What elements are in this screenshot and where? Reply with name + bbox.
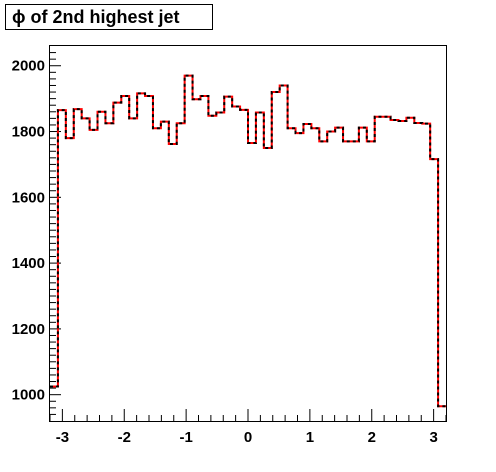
y-tick-label: 2000 xyxy=(12,58,45,75)
x-tick-label: -3 xyxy=(56,429,69,446)
x-tick-label: 3 xyxy=(429,429,437,446)
x-tick-label: 0 xyxy=(244,429,252,446)
y-tick-label: 1800 xyxy=(12,124,45,141)
x-tick-label: 2 xyxy=(368,429,376,446)
y-tick-label: 1600 xyxy=(12,189,45,206)
x-tick-label: -2 xyxy=(118,429,131,446)
y-axis: 1000 1200 1400 1600 1800 2000 xyxy=(12,52,61,415)
histogram-series xyxy=(50,74,446,408)
x-tick-label: 1 xyxy=(306,429,314,446)
y-tick-label: 1000 xyxy=(12,387,45,404)
series-black-dashed-line xyxy=(50,74,446,408)
chart-title: ϕ of 2nd highest jet xyxy=(5,4,213,30)
y-tick-label: 1200 xyxy=(12,321,45,338)
x-axis: -3 -2 -1 0 1 2 3 xyxy=(49,409,447,446)
x-tick-label: -1 xyxy=(179,429,192,446)
y-tick-label: 1400 xyxy=(12,255,45,272)
plot-frame xyxy=(49,45,447,422)
